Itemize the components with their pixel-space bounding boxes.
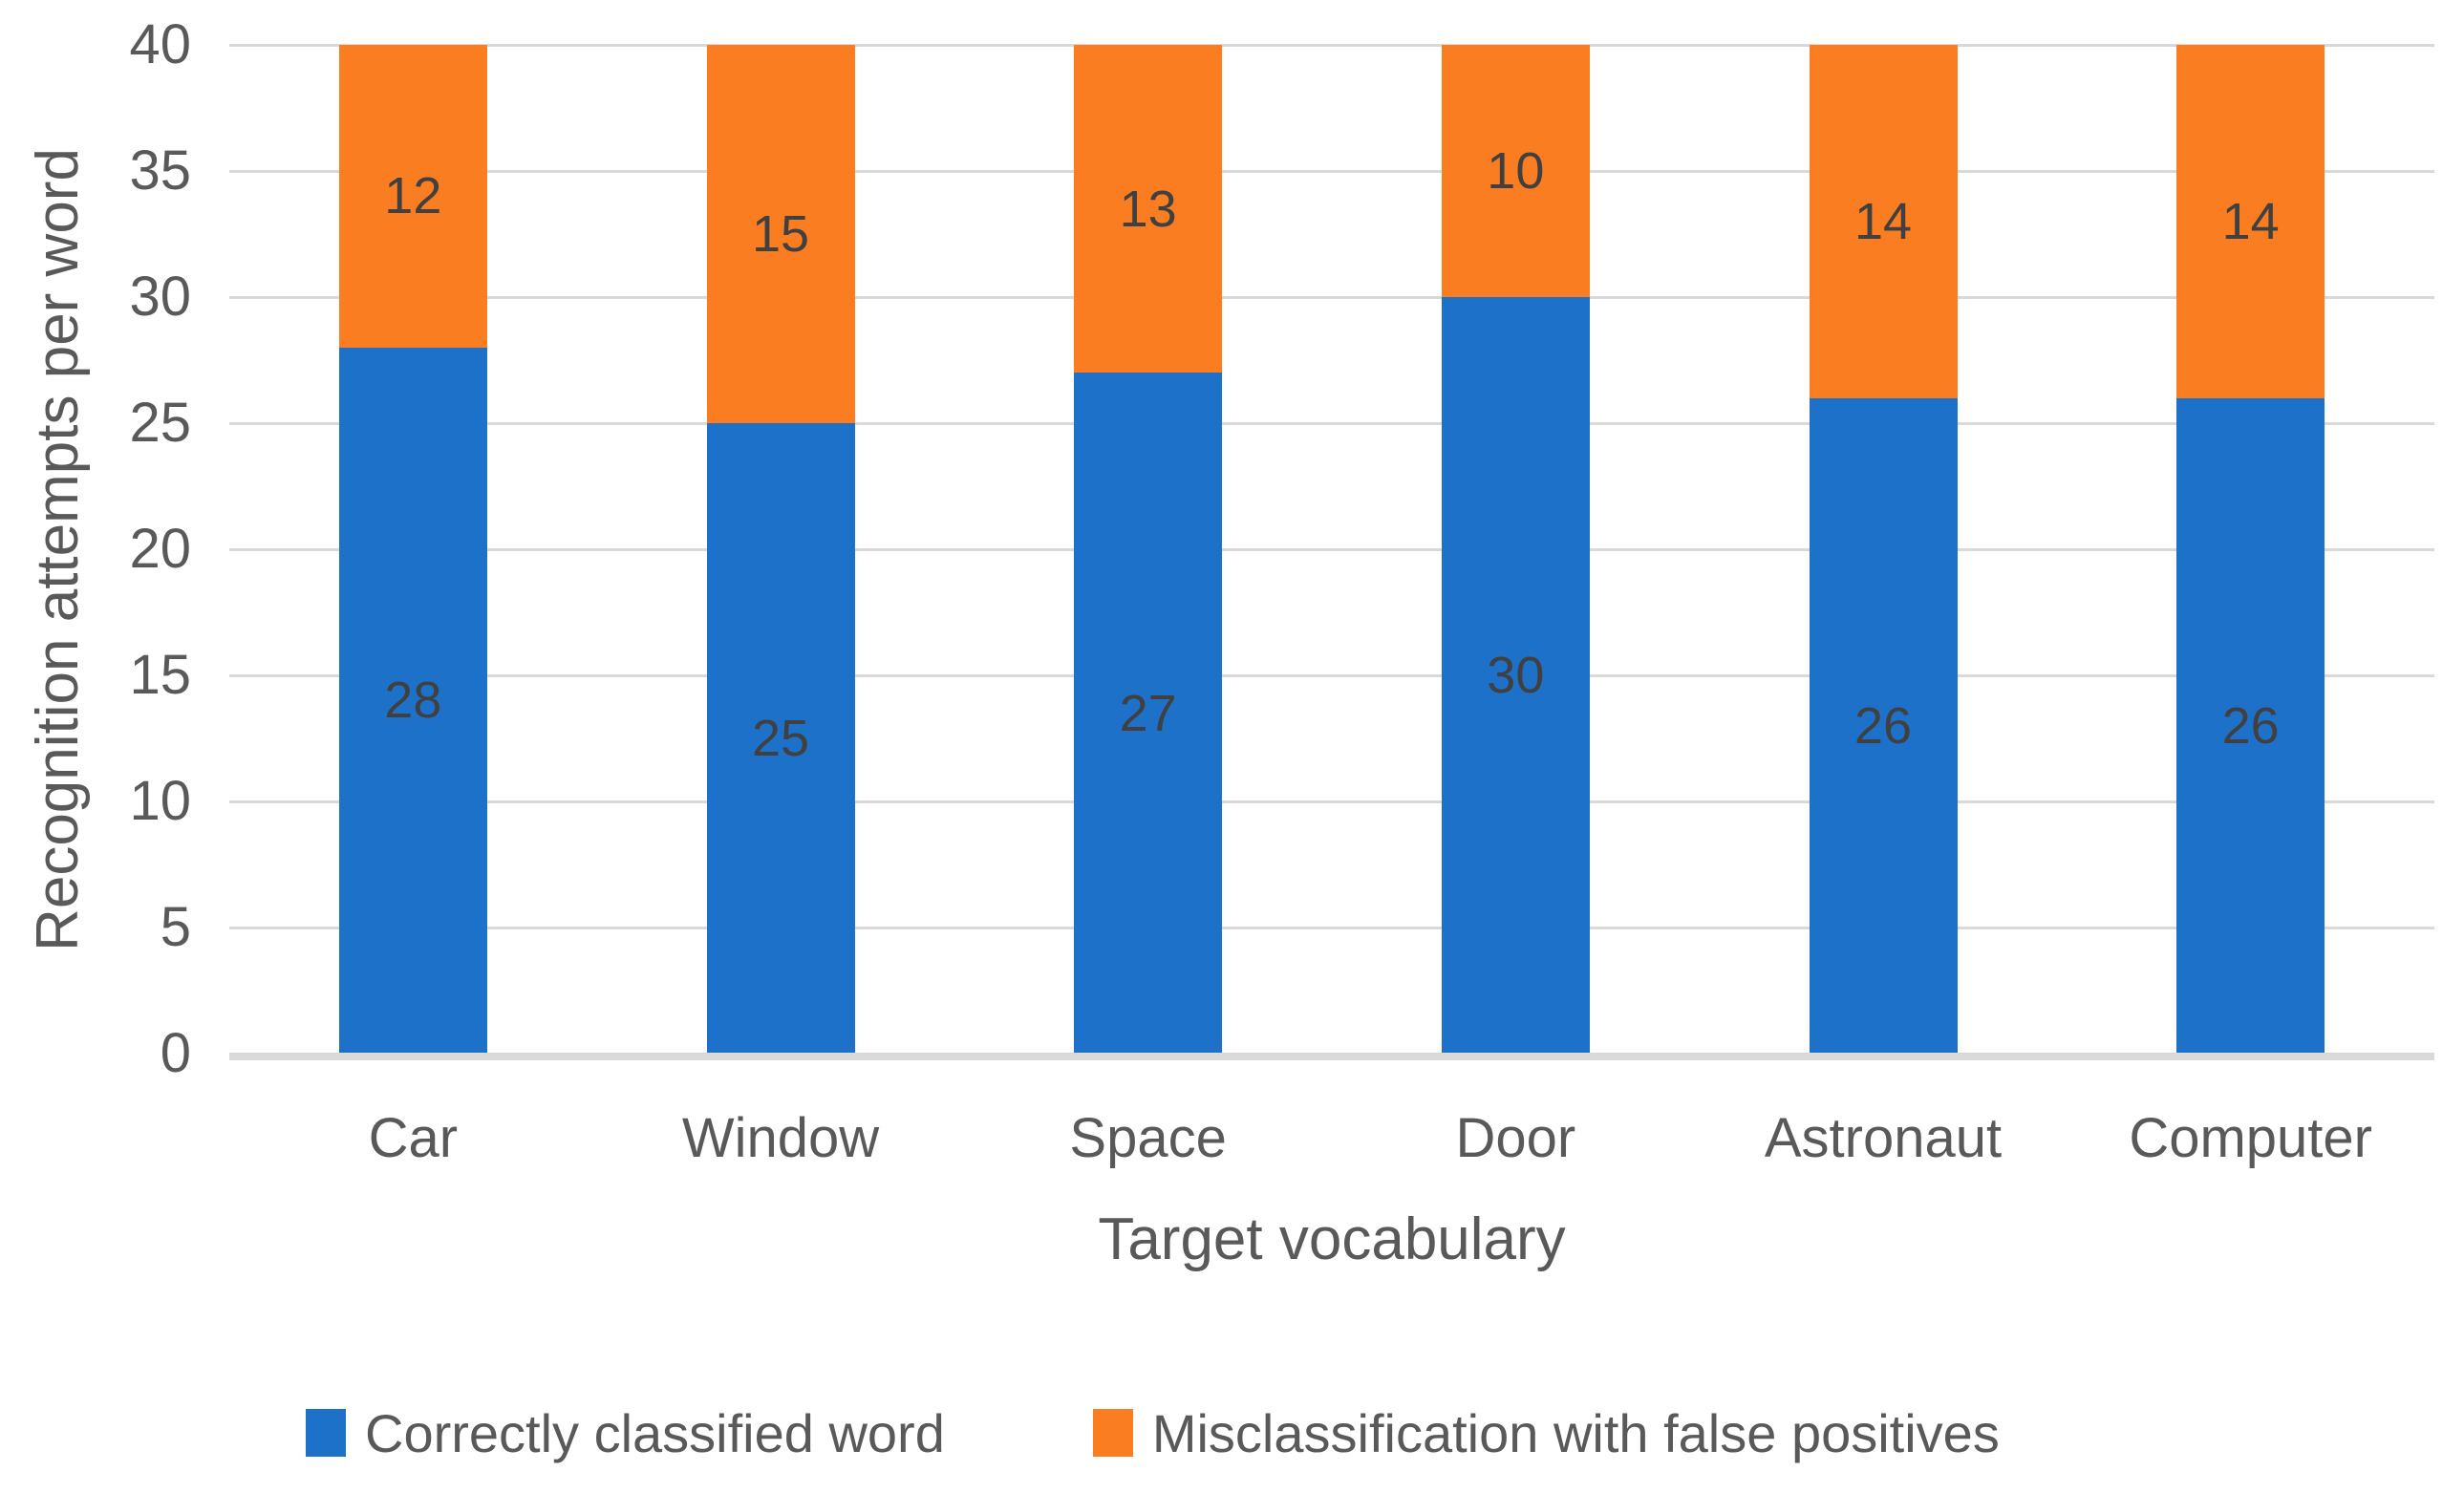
bar-segment-blue: 26 [1809,397,1958,1054]
bar-segment-orange: 14 [2176,45,2325,398]
x-category-label: Door [1455,1107,1576,1169]
x-category-label: Window [681,1107,880,1169]
bar-segment-orange: 13 [1074,45,1223,373]
bar-segment-blue: 25 [706,423,855,1054]
x-category-label: Astronaut [1764,1107,2003,1169]
y-tick-label: 0 [160,1022,191,1084]
data-label: 30 [1487,647,1545,704]
legend-item: Correctly classified word [306,1402,945,1464]
y-tick-label: 25 [129,392,191,454]
data-label: 25 [751,710,810,767]
legend-swatch [1092,1409,1133,1457]
data-label: 26 [1853,696,1913,755]
x-axis-line [229,1053,2434,1060]
gridline [229,926,2434,929]
bar-segment-orange: 14 [1809,45,1958,398]
bar-segment-blue: 27 [1074,373,1223,1054]
legend-swatch [306,1409,346,1457]
y-tick-label: 15 [129,644,191,706]
y-tick-label: 5 [160,896,191,958]
gridline [229,800,2434,803]
y-tick-label: 30 [129,266,191,328]
legend-item: Misclassification with false positives [1092,1402,2000,1464]
gridline [229,673,2434,677]
gridline [229,547,2434,551]
gridline [229,421,2434,425]
bar-segment-orange: 10 [1441,45,1590,297]
data-label: 28 [384,672,442,730]
y-tick-label: 40 [129,13,191,75]
data-label: 26 [2221,696,2280,755]
x-category-label: Computer [2129,1107,2372,1169]
bar-segment-blue: 26 [2176,397,2325,1054]
data-label: 27 [1119,684,1177,742]
legend: Correctly classified word Misclassificati… [306,1390,2000,1476]
legend-item-label: Correctly classified word [365,1402,945,1463]
y-tick-label: 35 [129,139,191,202]
data-label: 12 [384,167,442,225]
data-label: 14 [2221,192,2280,250]
gridline [229,169,2434,173]
legend-item-label: Misclassification with false positives [1151,1402,2000,1463]
x-category-label: Space [1069,1107,1227,1169]
bar-segment-orange: 15 [706,45,855,423]
gridline [229,295,2434,299]
gridline [229,43,2434,47]
x-axis-title: Target vocabulary [1098,1206,1566,1272]
y-tick-label: 10 [129,770,191,832]
data-label: 15 [751,205,810,263]
x-category-label: Car [368,1107,459,1169]
y-tick-label: 20 [129,518,191,580]
data-label: 14 [1853,192,1913,250]
data-label: 13 [1119,180,1177,238]
bar-segment-blue: 28 [338,347,487,1054]
bar-segment-orange: 12 [338,45,487,348]
data-label: 10 [1487,142,1545,200]
bar-segment-blue: 30 [1441,297,1590,1054]
